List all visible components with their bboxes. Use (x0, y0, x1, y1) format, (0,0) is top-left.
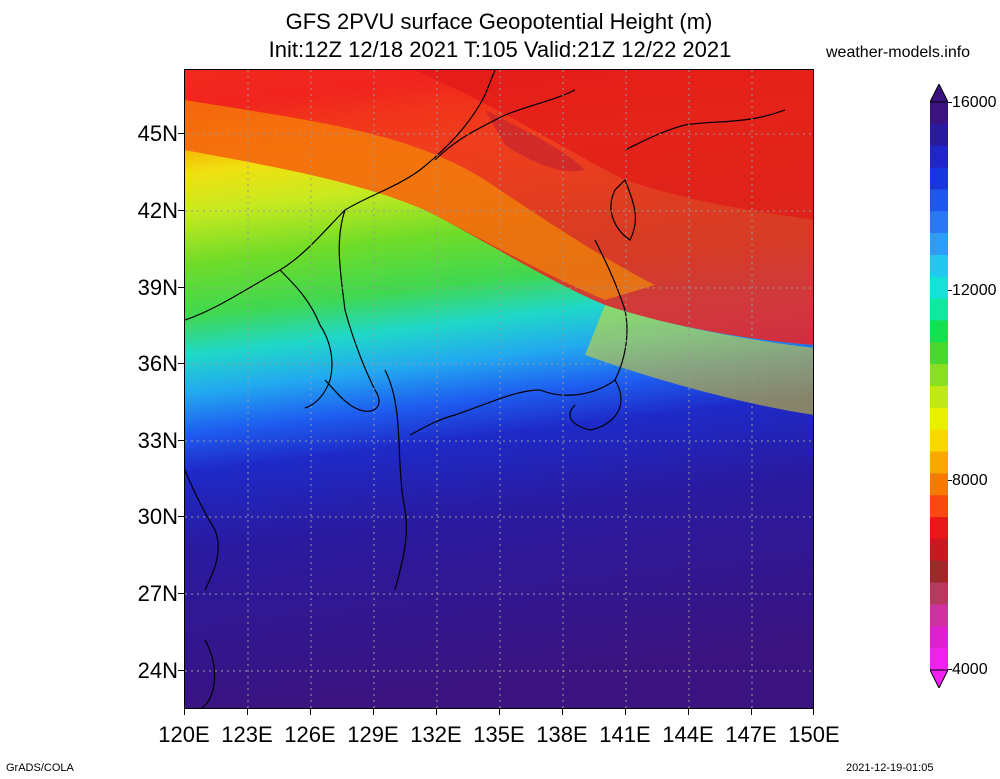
colorbar-cell (930, 254, 948, 278)
colorbar-cell (930, 276, 948, 300)
lon-label-144e: 144E (662, 722, 714, 747)
colorbar-cell (930, 386, 948, 409)
lat-label-27n: 27N (137, 581, 178, 606)
chart-subtitle: Init:12Z 12/18 2021 T:105 Valid:21Z 12/2… (268, 37, 732, 62)
lon-label-135e: 135E (473, 722, 525, 747)
footer-timestamp: 2021-12-19-01:05 (846, 762, 934, 774)
colorbar-top-arrow (930, 84, 948, 103)
lon-tick (625, 709, 626, 715)
lat-tick (178, 133, 184, 134)
colorbar-cell (930, 495, 948, 518)
colorbar-cell (930, 364, 948, 387)
colorbar-cell (930, 342, 948, 365)
lon-tick (436, 709, 437, 715)
colorbar-bottom-arrow (930, 669, 948, 688)
colorbar-cell (930, 429, 948, 453)
lon-tick (688, 709, 689, 715)
colorbar-cell (930, 407, 948, 431)
colorbar-cell (930, 582, 948, 605)
chart-title: GFS 2PVU surface Geopotential Height (m) (285, 9, 713, 34)
geopotential-field (185, 70, 813, 708)
lat-tick (178, 363, 184, 364)
lat-tick (178, 210, 184, 211)
lon-tick (562, 709, 563, 715)
colorbar-label-8000: 8000 (952, 472, 988, 489)
colorbar-cell (930, 102, 948, 125)
lon-tick (813, 709, 814, 715)
lat-tick (178, 287, 184, 288)
colorbar-cell (930, 560, 948, 584)
colorbar-tick (948, 669, 952, 670)
colorbar-cell (930, 626, 948, 649)
lon-tick (247, 709, 248, 715)
colorbar-cell (930, 538, 948, 562)
map-panel (184, 69, 814, 709)
colorbar-cell (930, 473, 948, 496)
colorbar-cell (930, 211, 948, 234)
colorbar-cell (930, 320, 948, 343)
colorbar-cell (930, 451, 948, 474)
source-label: weather-models.info (826, 44, 971, 61)
lon-label-147e: 147E (725, 722, 777, 747)
lon-label-141e: 141E (599, 722, 651, 747)
lat-label-30n: 30N (137, 504, 178, 529)
lat-tick (178, 440, 184, 441)
lat-label-45n: 45N (137, 121, 178, 146)
lat-tick (178, 670, 184, 671)
lon-label-150e: 150E (788, 722, 840, 747)
colorbar-tick (948, 102, 952, 103)
colorbar-label-16000: 16000 (952, 94, 997, 111)
colorbar-cell (930, 517, 948, 540)
lon-label-126e: 126E (284, 722, 336, 747)
lon-tick (184, 709, 185, 715)
lat-label-36n: 36N (137, 351, 178, 376)
lon-label-138e: 138E (536, 722, 588, 747)
colorbar-cell (930, 123, 948, 147)
colorbar-cell (930, 167, 948, 190)
colorbar-tick (948, 290, 952, 291)
colorbar-cell (930, 233, 948, 256)
colorbar-cell (930, 145, 948, 169)
colorbar-cell (930, 298, 948, 321)
lon-tick (373, 709, 374, 715)
lon-tick (499, 709, 500, 715)
lat-tick (178, 516, 184, 517)
lon-label-129e: 129E (347, 722, 399, 747)
colorbar-cell (930, 604, 948, 627)
colorbar (930, 84, 948, 688)
lat-label-39n: 39N (137, 275, 178, 300)
lon-tick (751, 709, 752, 715)
lon-label-132e: 132E (410, 722, 462, 747)
footer-software: GrADS/COLA (6, 762, 74, 774)
colorbar-cell (930, 189, 948, 212)
colorbar-cell (930, 648, 948, 671)
colorbar-label-4000: 4000 (952, 661, 988, 678)
colorbar-tick (948, 480, 952, 481)
lon-label-120e: 120E (158, 722, 210, 747)
lon-tick (310, 709, 311, 715)
lat-tick (178, 593, 184, 594)
lat-label-24n: 24N (137, 658, 178, 683)
lat-label-33n: 33N (137, 428, 178, 453)
lon-label-123e: 123E (221, 722, 273, 747)
lat-label-42n: 42N (137, 198, 178, 223)
colorbar-label-12000: 12000 (952, 282, 997, 299)
